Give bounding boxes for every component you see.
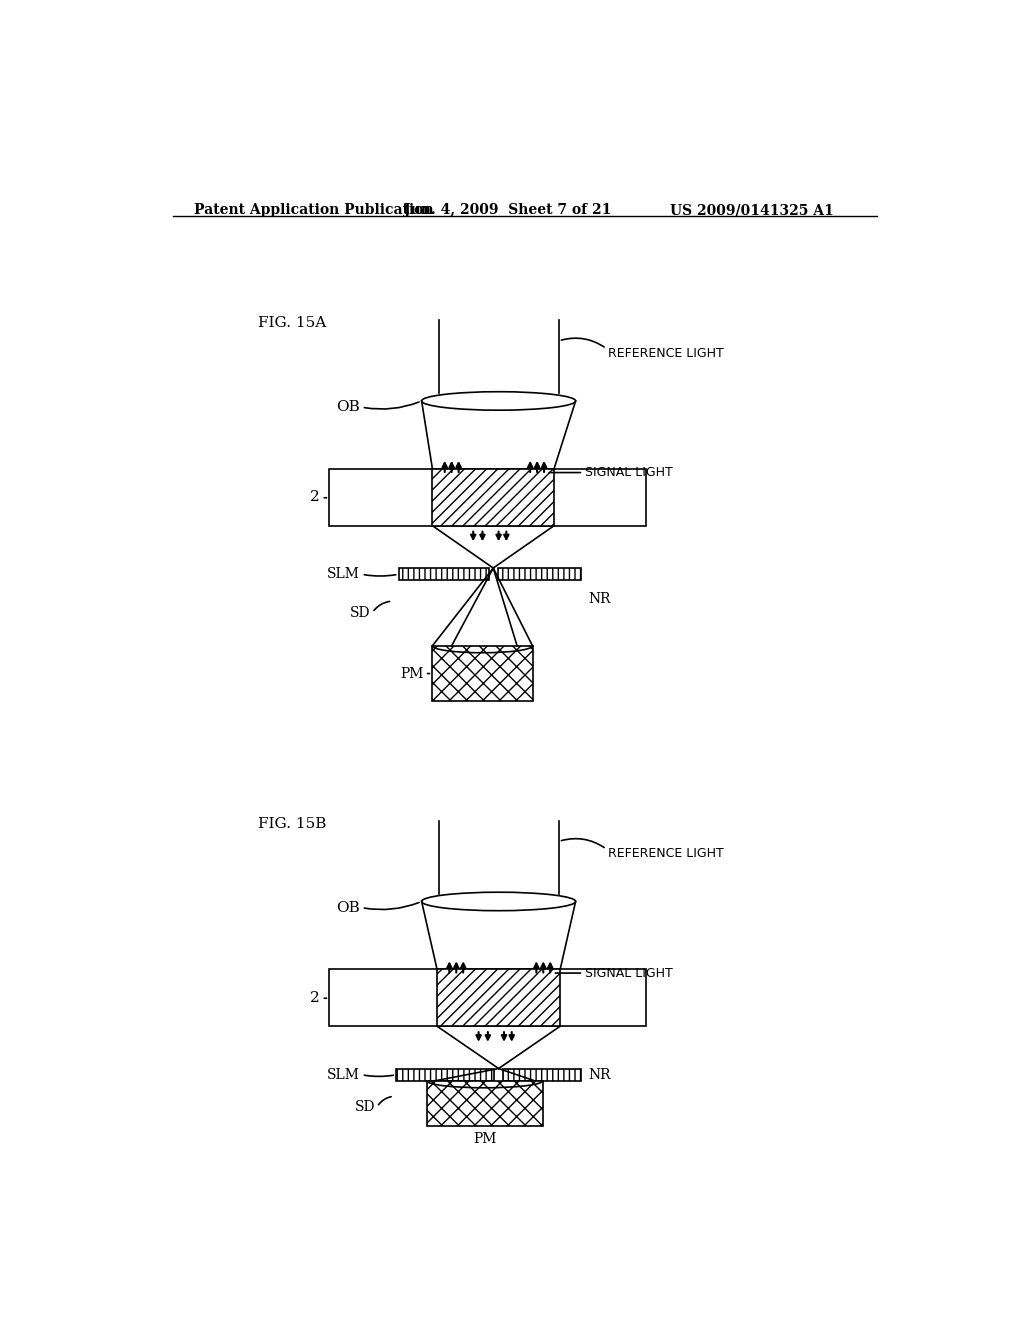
Text: Jun. 4, 2009  Sheet 7 of 21: Jun. 4, 2009 Sheet 7 of 21 bbox=[403, 203, 611, 216]
Bar bbox=[432, 469, 554, 525]
Text: 2: 2 bbox=[309, 991, 319, 1005]
Text: SIGNAL LIGHT: SIGNAL LIGHT bbox=[585, 966, 673, 979]
Text: PM: PM bbox=[399, 667, 423, 681]
Text: Patent Application Publication: Patent Application Publication bbox=[194, 203, 433, 216]
Text: 2: 2 bbox=[309, 490, 319, 504]
Bar bbox=[498, 568, 581, 581]
Text: OB: OB bbox=[336, 400, 360, 414]
Text: FIG. 15B: FIG. 15B bbox=[258, 817, 326, 830]
Text: NR: NR bbox=[589, 591, 611, 606]
Text: FIG. 15A: FIG. 15A bbox=[258, 317, 326, 330]
Text: SIGNAL LIGHT: SIGNAL LIGHT bbox=[585, 466, 673, 479]
Bar bbox=[427, 1081, 543, 1126]
Text: OB: OB bbox=[336, 900, 360, 915]
Text: PM: PM bbox=[473, 1131, 497, 1146]
Bar bbox=[330, 469, 646, 525]
Text: NR: NR bbox=[589, 1068, 611, 1081]
Text: SLM: SLM bbox=[327, 568, 360, 581]
Bar bbox=[398, 568, 488, 581]
Text: SLM: SLM bbox=[327, 1068, 360, 1081]
Bar bbox=[330, 969, 646, 1026]
Text: REFERENCE LIGHT: REFERENCE LIGHT bbox=[608, 847, 724, 861]
Bar bbox=[432, 645, 532, 701]
Bar bbox=[396, 1069, 494, 1081]
Bar bbox=[437, 969, 560, 1026]
Bar bbox=[503, 1069, 581, 1081]
Text: SD: SD bbox=[355, 1100, 376, 1114]
Text: REFERENCE LIGHT: REFERENCE LIGHT bbox=[608, 347, 724, 360]
Text: US 2009/0141325 A1: US 2009/0141325 A1 bbox=[670, 203, 834, 216]
Text: SD: SD bbox=[350, 606, 371, 619]
